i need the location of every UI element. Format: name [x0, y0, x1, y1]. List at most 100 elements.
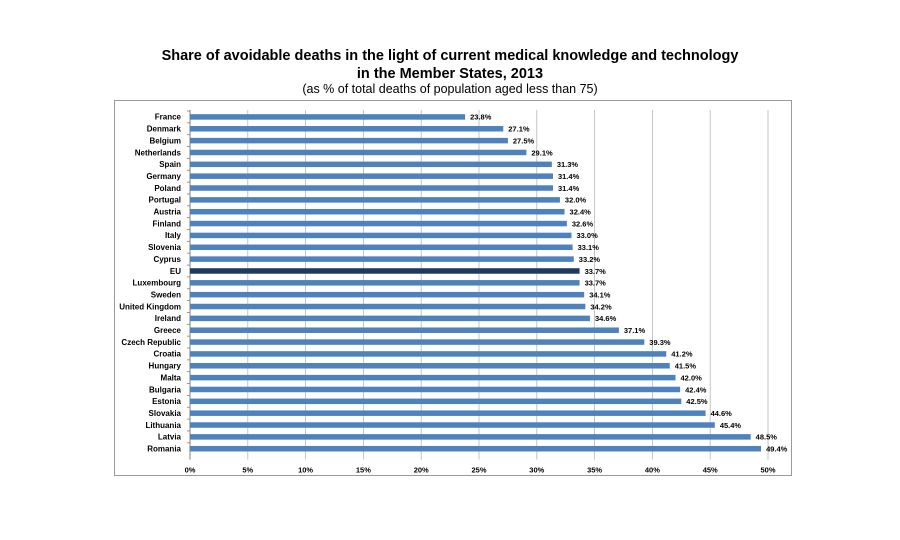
bar [190, 256, 574, 262]
data-label: 32.6% [572, 219, 594, 228]
bar [190, 339, 645, 345]
bar [190, 114, 466, 120]
bar [190, 410, 706, 416]
category-label: Romania [147, 445, 181, 454]
x-tick-label: 40% [645, 466, 660, 475]
category-label: Italy [165, 231, 182, 240]
data-label: 41.5% [675, 362, 697, 371]
category-label: Spain [159, 160, 181, 169]
category-label: Slovakia [149, 409, 182, 418]
bar [190, 327, 619, 333]
category-label: Czech Republic [121, 338, 181, 347]
data-label: 29.1% [531, 148, 553, 157]
data-label: 33.2% [579, 255, 601, 264]
data-label: 34.6% [595, 314, 617, 323]
data-label: 31.4% [558, 172, 580, 181]
category-label: Denmark [147, 125, 182, 134]
bar [190, 315, 590, 322]
x-tick-label: 5% [242, 466, 253, 475]
category-label: EU [170, 267, 181, 276]
data-label: 33.1% [578, 243, 600, 252]
bar [190, 161, 552, 168]
value-labels: 23.8% 27.1% 27.5% 29.1% 31.3% 31.4% 31.4% 32.0%… [470, 113, 788, 454]
bar [190, 268, 580, 274]
data-label: 27.5% [513, 136, 535, 145]
bar [190, 220, 567, 227]
category-label: Poland [154, 184, 181, 193]
category-label: Latvia [158, 433, 182, 442]
bars [190, 114, 762, 452]
bar [190, 173, 553, 179]
category-label: Austria [153, 208, 181, 217]
bar [190, 303, 586, 310]
data-label: 42.5% [686, 397, 708, 406]
data-label: 33.0% [576, 231, 598, 240]
x-tick-label: 0% [185, 466, 196, 475]
data-label: 39.3% [649, 338, 671, 347]
bar [190, 185, 553, 191]
category-label: Malta [161, 373, 182, 382]
data-label: 37.1% [624, 326, 646, 335]
category-label: Slovenia [148, 243, 181, 252]
data-label: 32.4% [570, 208, 592, 217]
x-axis-ticks: 0% 5% 10% 15% 20% 25% 30% 35% 40% 45% 50% [185, 466, 776, 475]
bar [190, 363, 670, 369]
data-label: 42.0% [681, 373, 703, 382]
x-tick-label: 25% [471, 466, 486, 475]
x-tick-label: 15% [356, 466, 371, 475]
category-label: Bulgaria [149, 385, 182, 394]
category-label: Germany [146, 172, 181, 181]
data-label: 49.4% [766, 445, 788, 454]
chart-subtitle: (as % of total deaths of population aged… [302, 82, 598, 96]
category-label: Estonia [152, 397, 181, 406]
category-label: Finland [153, 219, 182, 228]
category-label: Ireland [155, 314, 181, 323]
x-tick-label: 50% [760, 466, 775, 475]
data-label: 42.4% [685, 385, 707, 394]
bar [190, 422, 715, 428]
x-tick-label: 45% [703, 466, 718, 475]
category-label: Belgium [149, 136, 181, 145]
category-label: Portugal [149, 196, 181, 205]
bar [190, 232, 572, 239]
bar [190, 197, 560, 203]
data-label: 33.7% [585, 267, 607, 276]
data-label: 33.7% [585, 279, 607, 288]
bar [190, 126, 504, 132]
category-label: Greece [154, 326, 182, 335]
category-label: Luxembourg [133, 279, 182, 288]
category-label: Cyprus [153, 255, 181, 264]
category-label: France [155, 113, 182, 122]
data-label: 31.3% [557, 160, 579, 169]
x-tick-label: 30% [529, 466, 544, 475]
bar [190, 434, 751, 440]
data-label: 23.8% [470, 113, 492, 122]
bar [190, 244, 573, 251]
bar [190, 398, 682, 405]
data-label: 32.0% [565, 196, 587, 205]
category-label: Croatia [153, 350, 181, 359]
data-label: 41.2% [671, 350, 693, 359]
x-tick-label: 10% [298, 466, 313, 475]
category-label: Hungary [149, 362, 182, 371]
bar [190, 351, 667, 357]
bar [190, 280, 580, 286]
category-label: Netherlands [135, 148, 182, 157]
data-label: 48.5% [756, 433, 778, 442]
bar [190, 137, 508, 144]
category-label: Lithuania [145, 421, 181, 430]
bar [190, 386, 681, 393]
data-label: 45.4% [720, 421, 742, 430]
chart-title-line2: in the Member States, 2013 [356, 66, 544, 82]
x-tick-label: 20% [414, 466, 429, 475]
data-label: 34.2% [590, 302, 612, 311]
bar [190, 291, 585, 298]
bar [190, 208, 565, 215]
data-label: 34.1% [589, 290, 611, 299]
bar [190, 374, 676, 381]
data-label: 27.1% [508, 125, 530, 134]
data-label: 31.4% [558, 184, 580, 193]
x-tick-label: 35% [587, 466, 602, 475]
chart-frame [114, 100, 792, 476]
